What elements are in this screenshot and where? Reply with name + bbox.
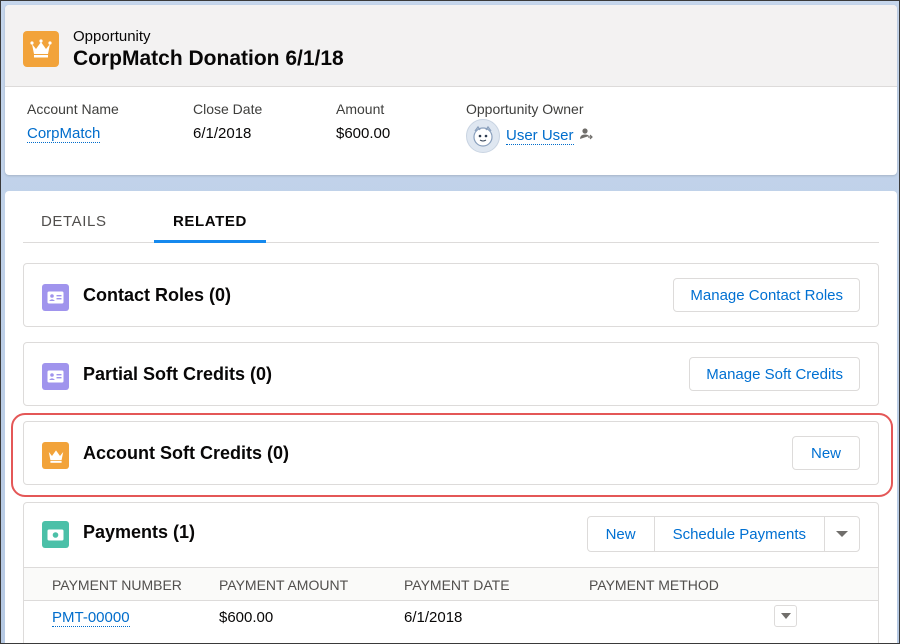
payments-card: Payments (1) New Schedule Payments PAYME…: [23, 502, 879, 643]
record-title: CorpMatch Donation 6/1/18: [73, 47, 344, 70]
close-date-label: Close Date: [193, 101, 263, 117]
avatar[interactable]: [466, 119, 500, 153]
crown-icon: [42, 442, 69, 469]
highlight-close-date: Close Date 6/1/2018: [193, 101, 262, 142]
payments-more-actions-button[interactable]: [824, 516, 860, 552]
close-date-value: 6/1/2018: [193, 125, 252, 142]
chevron-down-icon: [780, 613, 791, 619]
manage-contact-roles-button[interactable]: Manage Contact Roles: [673, 278, 860, 312]
col-payment-date: PAYMENT DATE: [404, 577, 510, 593]
crown-icon: [23, 31, 59, 67]
owner-label: Opportunity Owner: [466, 101, 584, 117]
highlight-amount: Amount $600.00: [336, 101, 390, 142]
amount-label: Amount: [336, 101, 385, 117]
owner-link[interactable]: User User: [506, 127, 574, 145]
partial-soft-credits-card: Partial Soft Credits (0) Manage Soft Cre…: [23, 342, 879, 406]
partial-soft-credits-title: Partial Soft Credits (0): [83, 364, 273, 384]
row-actions-button[interactable]: [774, 605, 797, 627]
payments-title: Payments (1): [83, 522, 196, 542]
tab-details[interactable]: DETAILS: [41, 213, 107, 230]
contact-roles-card: Contact Roles (0) Manage Contact Roles: [23, 263, 879, 327]
col-payment-amount: PAYMENT AMOUNT: [219, 577, 349, 593]
highlight-account-name: Account Name CorpMatch: [27, 101, 119, 143]
new-account-soft-credit-button[interactable]: New: [791, 436, 860, 470]
payment-date-cell: 6/1/2018: [404, 609, 463, 626]
payment-number-link[interactable]: PMT-00000: [52, 609, 130, 627]
col-payment-method: PAYMENT METHOD: [589, 577, 719, 593]
amount-value: $600.00: [336, 125, 391, 142]
chevron-down-icon: [836, 531, 848, 537]
payments-button-group: New Schedule Payments: [586, 516, 860, 552]
schedule-payments-button[interactable]: Schedule Payments: [653, 516, 825, 552]
account-name-link[interactable]: CorpMatch: [27, 125, 101, 143]
account-soft-credits-title: Account Soft Credits (0): [83, 443, 290, 463]
highlight-owner: Opportunity Owner User User: [466, 101, 593, 153]
payment-amount-cell: $600.00: [219, 609, 274, 626]
highlight-annotation: [11, 413, 893, 497]
object-type-label: Opportunity: [73, 28, 151, 45]
col-payment-number: PAYMENT NUMBER: [52, 577, 182, 593]
tab-related[interactable]: RELATED: [173, 213, 247, 230]
new-payment-button[interactable]: New: [586, 516, 655, 552]
account-name-label: Account Name: [27, 101, 119, 117]
contact-card-icon: [42, 363, 69, 390]
record-header: Opportunity CorpMatch Donation 6/1/18 Ac…: [5, 5, 897, 175]
contact-roles-title: Contact Roles (0): [83, 285, 232, 305]
record-header-top: Opportunity CorpMatch Donation 6/1/18: [5, 5, 897, 87]
tab-bar: DETAILS RELATED: [23, 191, 879, 243]
active-tab-indicator: [154, 240, 266, 243]
payments-table-header: PAYMENT NUMBER PAYMENT AMOUNT PAYMENT DA…: [24, 567, 878, 601]
account-soft-credits-card: Account Soft Credits (0) New: [23, 421, 879, 485]
change-owner-icon[interactable]: [579, 127, 593, 146]
contact-card-icon: [42, 284, 69, 311]
money-icon: [42, 521, 69, 548]
manage-soft-credits-button[interactable]: Manage Soft Credits: [689, 357, 860, 391]
main-panel: DETAILS RELATED Contact Roles (0) Manage…: [5, 191, 897, 643]
